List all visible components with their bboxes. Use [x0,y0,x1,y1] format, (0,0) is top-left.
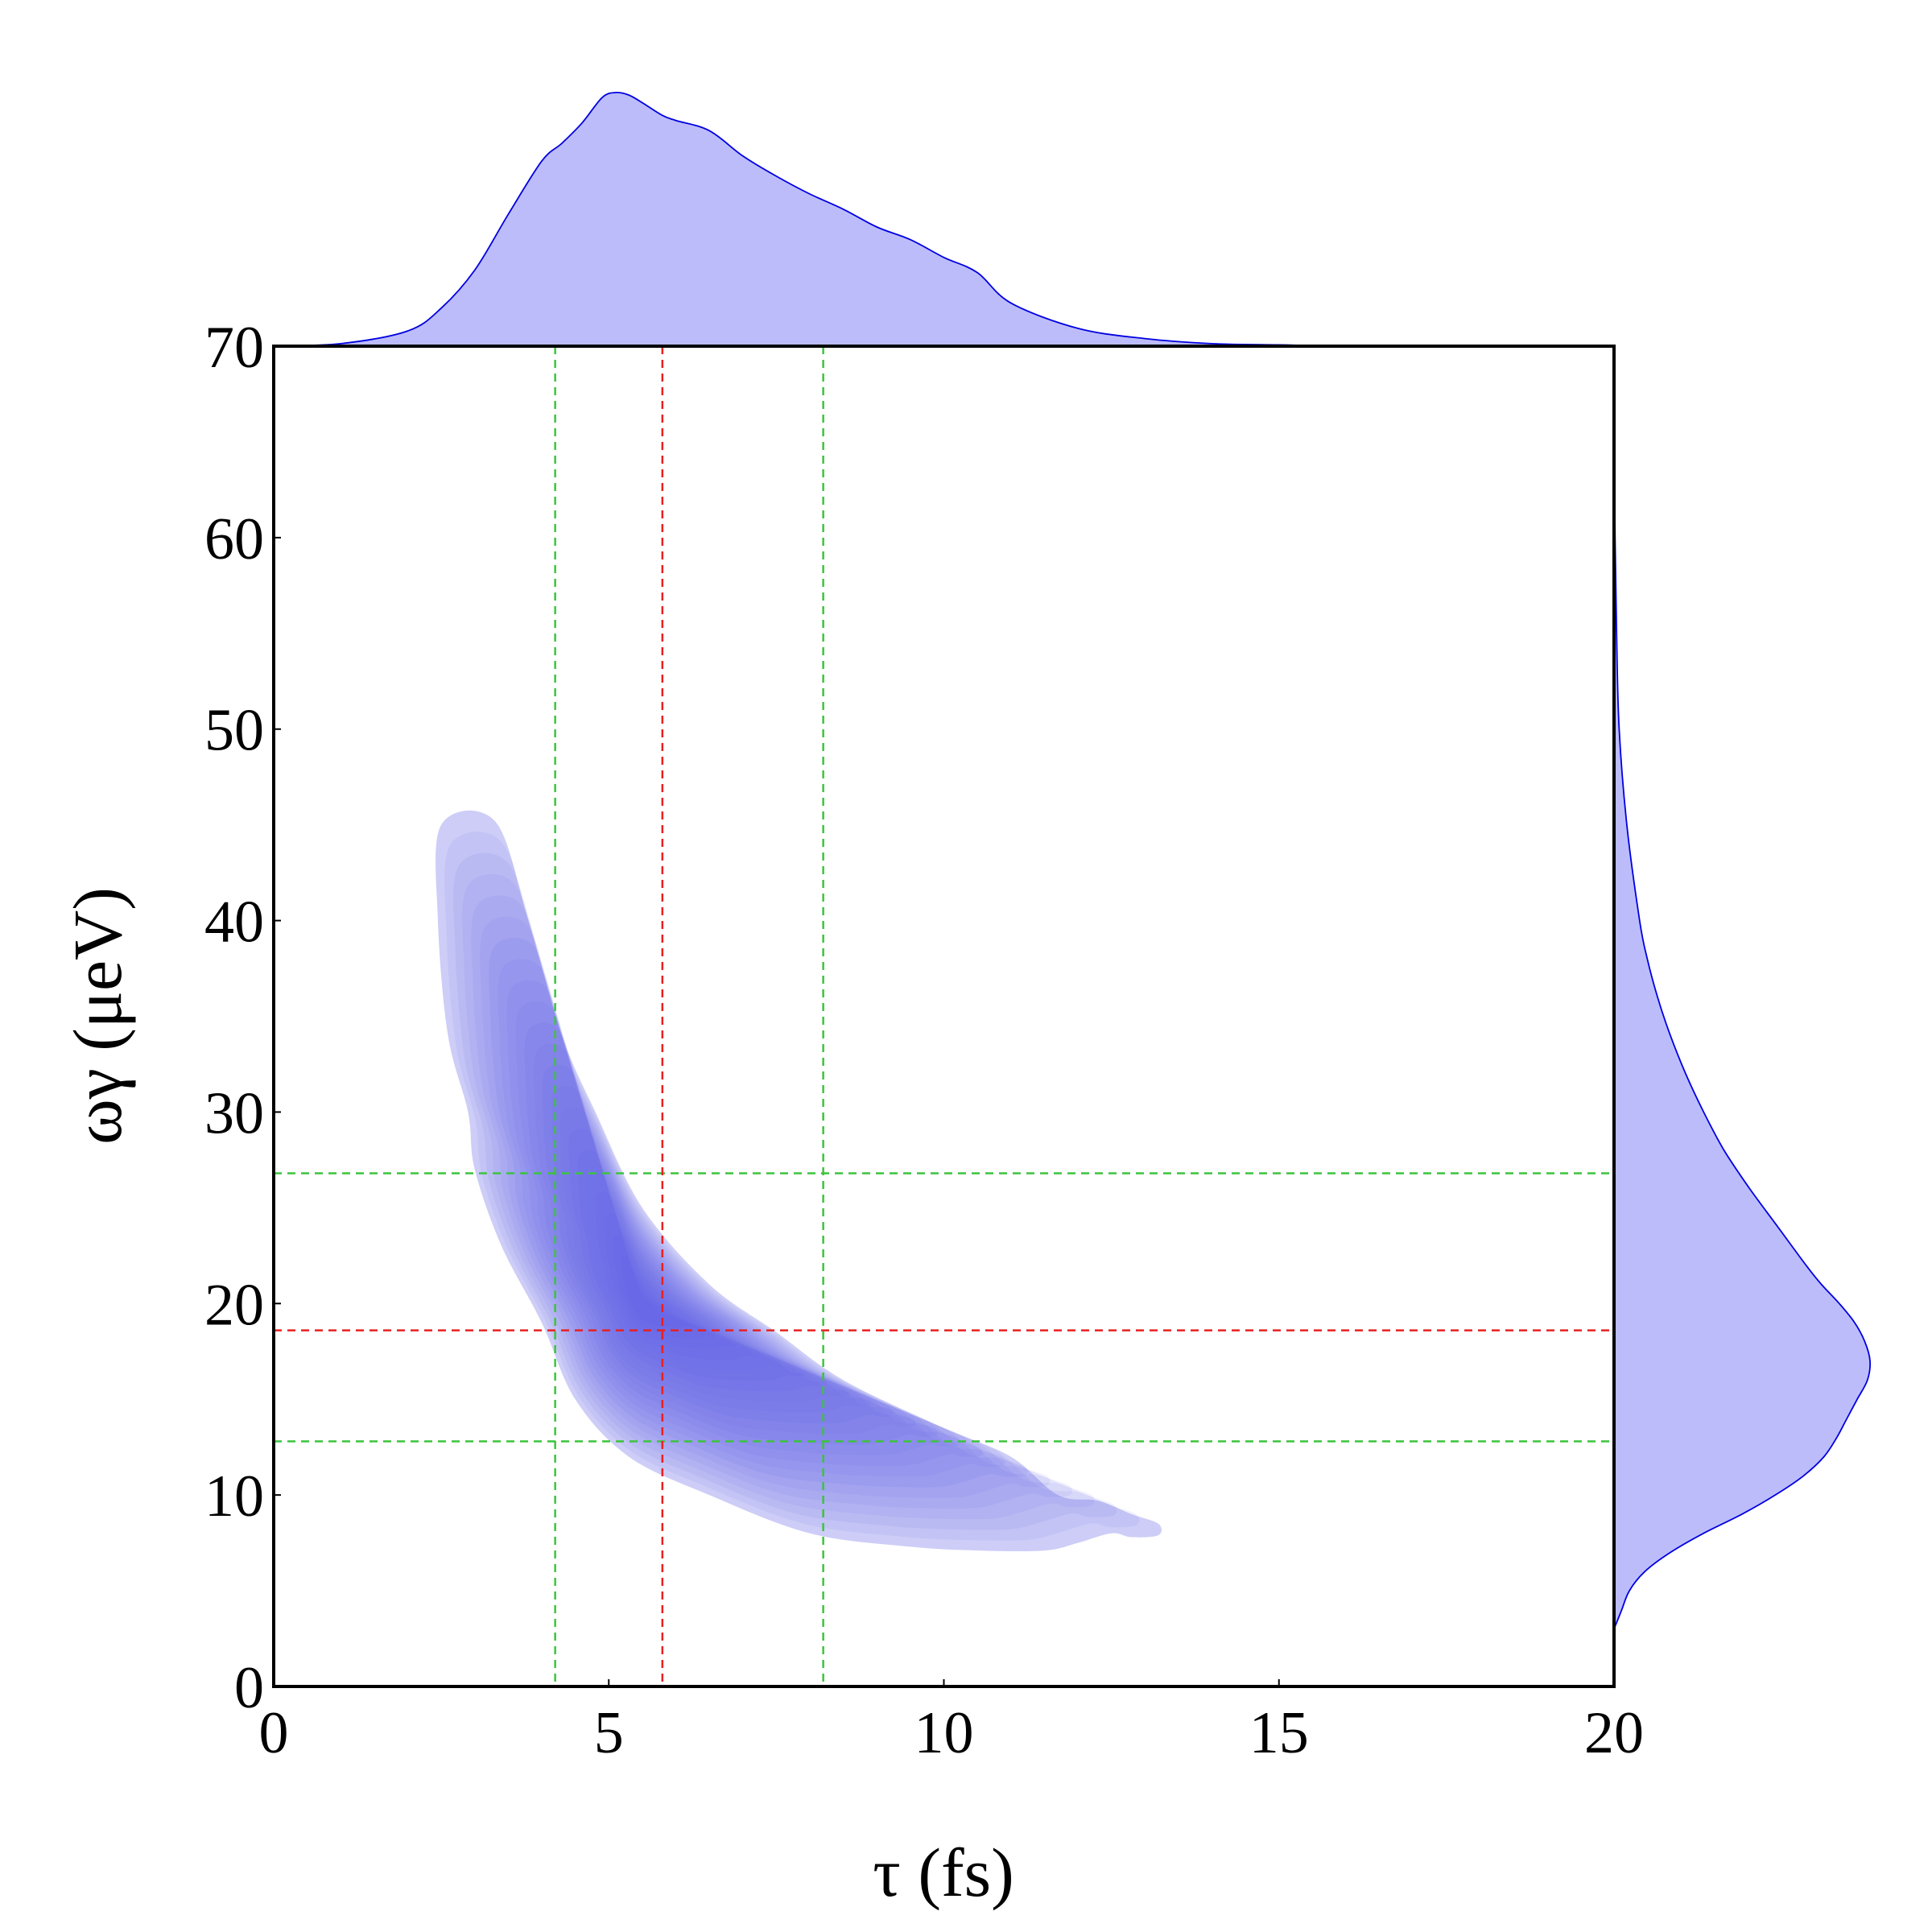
x-axis-title: τ (fs) [873,1834,1013,1911]
y-tick-label: 60 [204,506,264,572]
tau-marginal-curve [273,92,1615,347]
y-tick-label: 20 [204,1272,264,1338]
x-tick-label: 15 [1249,1700,1309,1766]
density-contour-level [559,1107,849,1402]
omega-gamma-marginal-curve [1613,345,1872,1629]
x-tick-label: 20 [1584,1700,1644,1766]
density-contour-level [489,937,1028,1488]
density-contour-level [586,1170,782,1371]
omega-gamma-marginal-fill [1614,346,1871,1629]
density-contour-level [436,810,1162,1552]
joint-density-contours [436,810,1162,1552]
density-contour-level [542,1064,894,1424]
density-contour-level [621,1255,693,1328]
density-contour-level [577,1150,805,1381]
density-contour-level [604,1213,737,1349]
y-tick-label: 50 [204,698,264,764]
x-tick-label: 10 [914,1700,974,1766]
tau-marginal-fill [274,92,1614,346]
density-contour-level [444,832,1140,1541]
density-contour-level [568,1128,827,1392]
y-tick-label: 40 [204,890,264,956]
tau-marginal-density [273,92,1615,347]
y-tick-label: 10 [204,1463,264,1530]
density-contour-level [524,1022,939,1445]
density-contour-level [506,980,984,1467]
density-contour-level [515,1001,961,1455]
density-contour-level [533,1043,916,1435]
density-contour-level [595,1191,760,1360]
density-contour-level [613,1234,716,1339]
density-contour-level [497,959,1005,1477]
y-tick-label: 0 [234,1655,264,1721]
x-tick-label: 5 [594,1700,624,1766]
density-contour-level [471,895,1073,1509]
density-contour-level [462,873,1095,1520]
y-axis-title: ωγ (μeV) [59,887,136,1145]
credible-interval-lines [274,346,1614,1686]
y-tick-label: 30 [204,1080,264,1146]
omega-gamma-marginal-density [1613,345,1872,1629]
x-tick-label: 0 [259,1700,289,1766]
y-tick-label: 70 [204,315,264,381]
density-contour-level [480,916,1051,1498]
density-contour-level [453,852,1117,1530]
axis-ticks: 0 5 10 15 20 0 10 20 30 40 50 60 70 [204,315,1644,1766]
